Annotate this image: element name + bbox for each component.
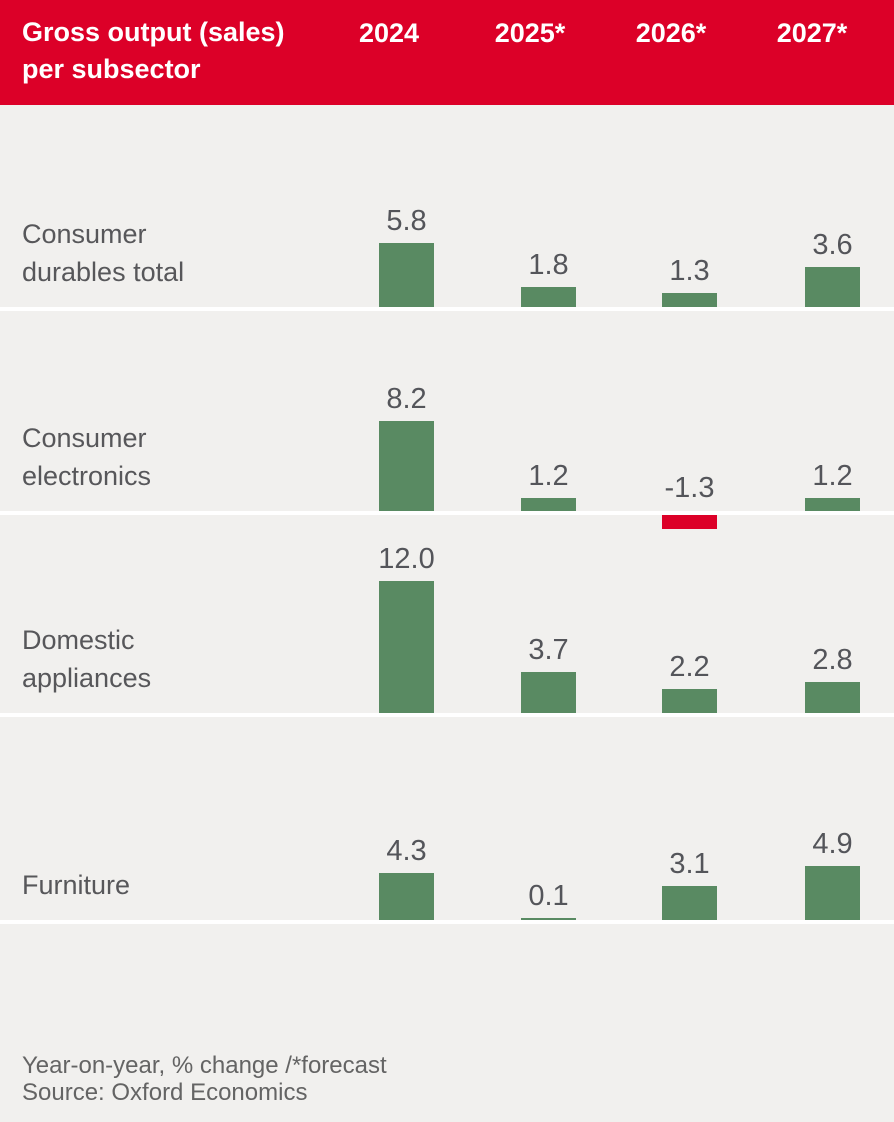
bar-value-label: -1.3 [664, 472, 715, 504]
chart-title-line1: Gross output (sales) [22, 17, 285, 47]
bar-value-label: 4.9 [812, 828, 853, 860]
subsector-label: Furniture [22, 866, 130, 904]
footnote-text: Year-on-year, % change /*forecast [22, 1052, 387, 1079]
bar-consumer-electronics-2026 [662, 515, 717, 529]
bar-furniture-2025 [521, 918, 576, 920]
chart-footer: Year-on-year, % change /*forecast Source… [22, 1052, 387, 1106]
bar-consumer-durables-total-2027 [805, 267, 860, 307]
subsector-label: Consumer electronics [22, 419, 151, 495]
subsector-label-line: appliances [22, 663, 152, 693]
bar-value-label: 12.0 [378, 543, 435, 575]
year-column-headers: 2024 2025* 2026* 2027* [0, 0, 894, 105]
bar-consumer-electronics-2027 [805, 498, 860, 511]
bar-value-label: 3.1 [669, 848, 710, 880]
bar-consumer-durables-total-2024 [379, 243, 434, 307]
subsector-row: Consumer durables total 5.8 1.8 1.3 3.6 [0, 105, 894, 311]
bar-domestic-appliances-2025 [521, 672, 576, 713]
bar-domestic-appliances-2026 [662, 689, 717, 713]
subsector-row: Domestic appliances 12.0 3.7 2.2 2.8 [0, 515, 894, 717]
bar-consumer-electronics-2024 [379, 421, 434, 511]
subsector-label-line: Furniture [22, 870, 131, 900]
subsector-label-line: durables total [22, 257, 185, 287]
subsector-label: Consumer durables total [22, 215, 184, 291]
bar-furniture-2027 [805, 866, 860, 920]
subsector-row: Furniture 4.3 0.1 3.1 4.9 [0, 717, 894, 924]
subsector-label-line: Consumer [22, 219, 147, 249]
bar-value-label: 2.8 [812, 644, 853, 676]
chart-title-line2: per subsector [22, 54, 201, 84]
subsector-row: Consumer electronics 8.2 1.2 -1.3 1.2 [0, 311, 894, 529]
bar-furniture-2026 [662, 886, 717, 920]
bar-furniture-2024 [379, 873, 434, 920]
bar-consumer-durables-total-2025 [521, 287, 576, 307]
bar-value-label: 1.2 [528, 460, 569, 492]
column-header-2027: 2027* [776, 18, 848, 48]
subsector-label-line: Consumer [22, 423, 147, 453]
chart-title: Gross output (sales) per subsector [22, 14, 285, 88]
subsector-label-line: electronics [22, 461, 152, 491]
column-header-2025: 2025* [494, 18, 566, 48]
bar-value-label: 0.1 [528, 880, 569, 912]
bar-value-label: 1.8 [528, 249, 569, 281]
chart-header: Gross output (sales) per subsector 2024 2… [0, 0, 894, 105]
bar-value-label: 5.8 [386, 205, 427, 237]
chart-rows: Consumer durables total 5.8 1.8 1.3 3.6 Consum… [0, 105, 894, 924]
bar-value-label: 1.3 [669, 255, 710, 287]
bar-value-label: 4.3 [386, 835, 427, 867]
bar-domestic-appliances-2024 [379, 581, 434, 713]
source-text: Source: Oxford Economics [22, 1079, 308, 1106]
bar-value-label: 3.7 [528, 634, 569, 666]
bar-consumer-electronics-2025 [521, 498, 576, 511]
bar-value-label: 1.2 [812, 460, 853, 492]
subsector-label-line: Domestic [22, 625, 135, 655]
bar-value-label: 8.2 [386, 383, 427, 415]
bar-domestic-appliances-2027 [805, 682, 860, 713]
bar-value-label: 2.2 [669, 651, 710, 683]
column-header-2026: 2026* [635, 18, 707, 48]
subsector-label: Domestic appliances [22, 621, 151, 697]
bar-value-label: 3.6 [812, 229, 853, 261]
column-header-2024: 2024 [358, 18, 420, 48]
bar-consumer-durables-total-2026 [662, 293, 717, 307]
